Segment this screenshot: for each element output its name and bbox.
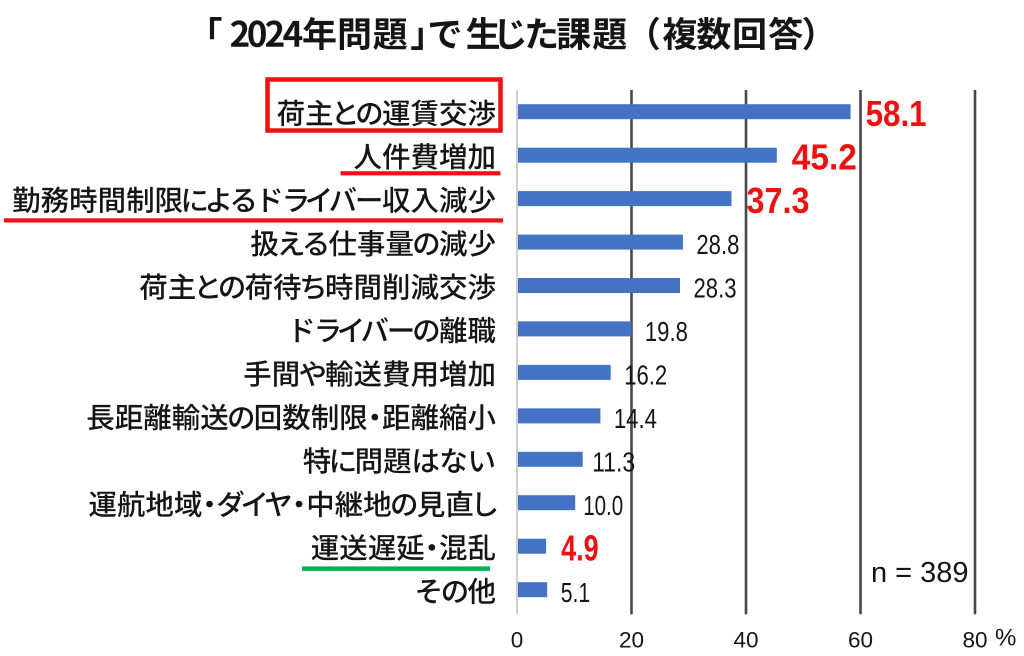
svg-text:37.3: 37.3	[747, 180, 810, 221]
svg-text:20: 20	[619, 628, 644, 653]
svg-text:28.8: 28.8	[696, 229, 739, 260]
svg-text:80: 80	[962, 628, 987, 653]
svg-text:45.2: 45.2	[792, 137, 857, 178]
svg-text:4.9: 4.9	[561, 528, 599, 569]
svg-text:0: 0	[511, 628, 524, 653]
svg-text:58.1: 58.1	[866, 93, 927, 134]
svg-text:5.1: 5.1	[561, 577, 591, 608]
svg-text:19.8: 19.8	[645, 316, 688, 347]
svg-text:16.2: 16.2	[624, 360, 667, 391]
svg-text:%: %	[995, 625, 1016, 652]
svg-text:10.0: 10.0	[583, 490, 623, 521]
svg-text:28.3: 28.3	[694, 273, 737, 304]
svg-text:n = 389: n = 389	[871, 557, 969, 589]
svg-text:60: 60	[848, 628, 873, 653]
svg-text:40: 40	[733, 628, 758, 653]
svg-text:11.3: 11.3	[592, 447, 635, 478]
svg-text:14.4: 14.4	[614, 403, 657, 434]
